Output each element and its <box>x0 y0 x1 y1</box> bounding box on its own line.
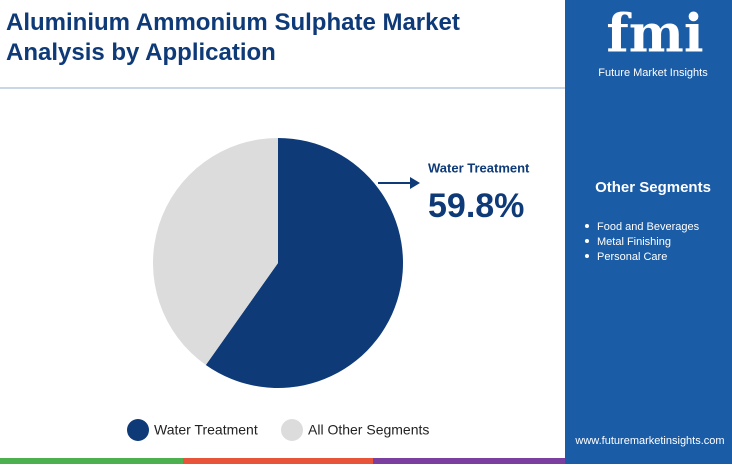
sidebar-heading: Other Segments <box>595 179 711 196</box>
legend-label: All Other Segments <box>308 422 429 438</box>
bullet <box>585 224 589 228</box>
pie-slice <box>152 138 278 366</box>
data-label: 59.8% <box>428 187 524 225</box>
sidebar-panel <box>565 0 732 464</box>
pie-slice <box>205 138 403 388</box>
legend-swatch <box>127 419 149 441</box>
sidebar-item: Personal Care <box>597 251 667 263</box>
legend-swatch <box>281 419 303 441</box>
sidebar-item: Metal Finishing <box>597 236 671 248</box>
footer-bar <box>0 458 183 464</box>
legend-label: Water Treatment <box>154 422 258 438</box>
bullet <box>585 239 589 243</box>
brand-name: Future Market Insights <box>598 67 708 79</box>
footer-bar <box>183 458 373 464</box>
logo: fmi <box>606 4 703 65</box>
arrow-head <box>410 177 420 189</box>
bullet <box>585 254 589 258</box>
footer-bar <box>373 458 565 464</box>
chart-title: Aluminium Ammonium Sulphate Market Analys… <box>6 9 460 66</box>
callout-label: Water Treatment <box>428 160 530 175</box>
website: www.futuremarketinsights.com <box>574 435 724 447</box>
sidebar-item: Food and Beverages <box>597 221 700 233</box>
